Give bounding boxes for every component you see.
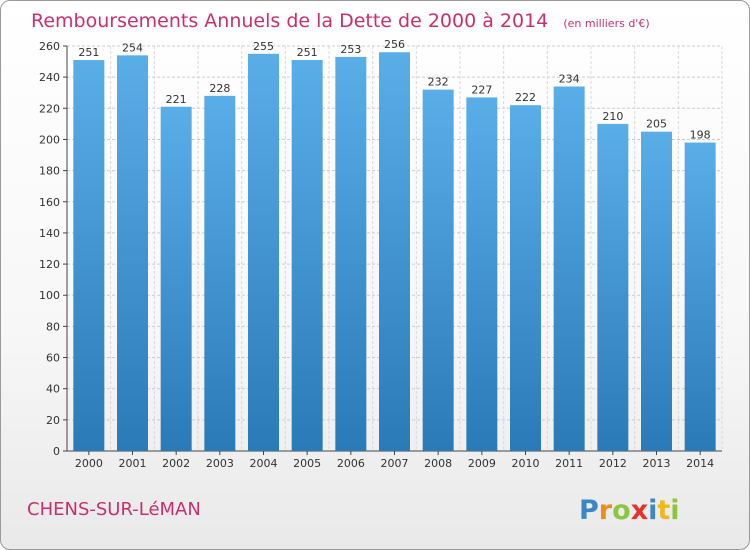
value-label-2014: 198 <box>690 129 711 142</box>
value-label-2004: 255 <box>253 40 274 53</box>
commune-name: CHENS-SUR-LéMAN <box>27 499 201 520</box>
bar-2006 <box>335 56 367 452</box>
x-tick-label-2000: 2000 <box>75 457 103 470</box>
value-label-2012: 210 <box>602 110 623 123</box>
x-tick-label-2008: 2008 <box>424 457 452 470</box>
brand-letter: t <box>657 495 670 526</box>
x-tick-label-2006: 2006 <box>337 457 365 470</box>
bar-2014 <box>684 142 716 452</box>
x-tick-label-2004: 2004 <box>250 457 278 470</box>
x-tick-label-2009: 2009 <box>468 457 496 470</box>
x-tick-label-2005: 2005 <box>293 457 321 470</box>
value-label-2001: 254 <box>122 41 143 54</box>
x-axis-ticks: 2000 2001 2002 2003 2004 2005 2006 2007 2008 2009… <box>75 451 714 470</box>
y-tick-label: 220 <box>39 102 60 115</box>
brand-letter: P <box>579 495 599 526</box>
bar-2007 <box>379 52 410 451</box>
x-tick-label-2011: 2011 <box>555 457 583 470</box>
y-tick-label: 0 <box>53 445 60 458</box>
y-tick-label: 80 <box>46 320 60 333</box>
bar-2009 <box>466 97 498 452</box>
bar-2001 <box>117 55 148 451</box>
brand-letter: i <box>670 495 679 526</box>
value-label-2010: 222 <box>515 91 536 104</box>
brand-letter: o <box>612 495 631 526</box>
x-tick-label-2007: 2007 <box>381 457 409 470</box>
value-label-2002: 221 <box>166 93 187 106</box>
y-tick-label: 140 <box>39 227 60 240</box>
bars <box>73 52 716 452</box>
x-tick-label-2003: 2003 <box>206 457 234 470</box>
bar-2002 <box>160 106 192 451</box>
value-label-2003: 228 <box>209 82 230 95</box>
x-tick-label-2013: 2013 <box>643 457 671 470</box>
x-tick-label-2012: 2012 <box>599 457 627 470</box>
bar-2003 <box>204 95 236 451</box>
bar-2010 <box>510 105 541 451</box>
x-tick-label-2014: 2014 <box>686 457 714 470</box>
proxiti-logo: Proxiti <box>579 495 680 526</box>
value-label-2013: 205 <box>646 118 667 131</box>
x-tick-label-2002: 2002 <box>162 457 190 470</box>
chart-title: Remboursements Annuels de la Dette de 20… <box>31 10 650 32</box>
bar-2011 <box>553 86 585 451</box>
chart-unit: (en milliers d'€) <box>563 17 649 30</box>
value-label-2006: 253 <box>340 43 361 56</box>
y-tick-label: 60 <box>46 352 60 365</box>
bar-2008 <box>422 89 454 451</box>
brand-letter: x <box>631 495 648 526</box>
y-tick-label: 260 <box>39 40 60 53</box>
bar-2004 <box>248 53 279 452</box>
brand-letter: r <box>599 495 613 526</box>
bar-2005 <box>291 60 323 452</box>
chart-title-text: Remboursements Annuels de la Dette de 20… <box>31 10 548 32</box>
value-label-2008: 232 <box>428 76 449 89</box>
x-tick-label-2001: 2001 <box>119 457 147 470</box>
value-label-2009: 227 <box>471 83 492 96</box>
y-tick-label: 160 <box>39 196 60 209</box>
y-tick-label: 100 <box>39 289 60 302</box>
value-labels: 251 254 221 228 255 251 253 256 232 227 222 234 210 2… <box>78 38 710 141</box>
y-tick-label: 120 <box>39 258 60 271</box>
value-label-2007: 256 <box>384 38 405 51</box>
bar-2013 <box>641 131 672 451</box>
value-label-2000: 251 <box>78 46 99 59</box>
value-label-2005: 251 <box>297 46 318 59</box>
y-tick-label: 240 <box>39 71 60 84</box>
value-label-2011: 234 <box>559 73 580 86</box>
y-tick-label: 180 <box>39 165 60 178</box>
y-tick-label: 20 <box>46 414 60 427</box>
bar-2000 <box>73 60 105 452</box>
y-tick-label: 40 <box>46 383 60 396</box>
bar-2012 <box>597 123 629 451</box>
brand-letter: i <box>648 495 657 526</box>
x-tick-label-2010: 2010 <box>512 457 540 470</box>
y-tick-label: 200 <box>39 133 60 146</box>
